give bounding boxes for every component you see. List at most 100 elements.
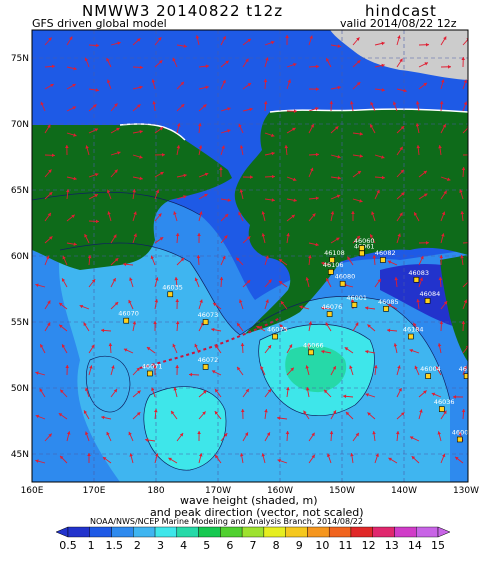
direction-arrowhead [311,432,315,437]
legend-label: 6 [226,539,233,552]
direction-arrowhead [239,189,244,193]
direction-arrowhead [401,192,405,196]
direction-arrowhead [113,234,117,239]
lon-label: 170E [83,486,106,496]
valid-time: valid 2014/08/22 12z [340,17,457,30]
buoy-label: 46108 [324,249,345,257]
direction-arrowhead [113,389,118,393]
direction-arrowhead [66,431,71,435]
direction-arrowhead [240,409,245,413]
direction-arrowhead [106,189,111,194]
legend-swatch [307,526,330,538]
direction-arrowhead [271,174,275,179]
lon-label: 160W [267,486,293,496]
direction-arrowhead [359,199,363,203]
direction-arrowhead [400,126,405,130]
direction-arrowhead [139,65,143,70]
direction-arrowhead [65,365,70,369]
direction-arrowhead [73,133,77,137]
direction-arrowhead [198,453,203,457]
direction-arrowhead [419,277,423,281]
direction-arrowhead [308,255,312,259]
buoy-marker [463,373,468,379]
direction-arrowhead [205,85,209,90]
direction-arrowhead [236,257,240,262]
buoy-label: 46005 [452,428,473,436]
direction-arrowhead [146,347,151,351]
direction-arrowhead [279,324,283,328]
direction-arrowhead [237,366,241,371]
direction-arrowhead [48,37,52,41]
direction-arrowhead [315,64,319,69]
direction-arrowhead [123,262,127,267]
direction-arrowhead [197,233,201,237]
buoy-label: 46070 [118,310,139,318]
direction-arrowhead [173,211,177,215]
direction-arrowhead [401,412,405,416]
direction-arrowhead [194,343,198,348]
direction-arrowhead [277,459,281,463]
direction-arrowhead [397,233,401,237]
direction-arrowhead [158,37,162,41]
direction-arrowhead [72,84,76,88]
direction-arrowhead [40,344,44,348]
buoy-label: 46085 [378,298,399,306]
direction-arrowhead [47,212,51,217]
legend-swatch [394,526,417,538]
direction-arrowhead [370,234,374,238]
direction-arrowhead [311,454,315,459]
direction-arrowhead [176,145,181,149]
run-mode: hindcast [365,2,437,20]
direction-arrowhead [387,260,392,264]
direction-arrowhead [160,171,164,176]
direction-arrowhead [326,278,330,282]
direction-arrowhead [249,175,253,179]
direction-arrowhead [35,371,39,375]
direction-arrowhead [204,172,209,177]
direction-arrowhead [315,87,319,91]
direction-arrowhead [336,194,341,198]
direction-arrowhead [212,370,216,374]
direction-arrowhead [337,176,341,180]
direction-arrowhead [344,347,349,351]
direction-arrowhead [73,66,77,71]
direction-arrowhead [47,322,51,326]
direction-arrowhead [211,327,215,332]
direction-arrowhead [159,127,164,131]
direction-arrowhead [128,431,132,436]
direction-arrowhead [411,456,416,460]
graticule [32,30,468,482]
direction-arrowhead [50,84,54,88]
direction-arrowhead [290,367,294,372]
buoy-marker [147,370,153,377]
direction-arrowhead [394,277,398,281]
direction-arrowhead [377,278,381,283]
direction-arrowhead [367,412,371,416]
direction-arrowhead [355,322,359,326]
direction-arrowhead [199,299,203,303]
legend-label: 5 [203,539,210,552]
buoy-marker [202,319,209,325]
direction-arrowhead [129,277,133,281]
direction-arrowhead [460,211,465,215]
legend-swatch [241,526,265,538]
direction-arrowhead [93,104,97,108]
direction-arrowhead [349,101,354,105]
legend-swatch [133,526,156,538]
direction-arrowhead [215,344,219,349]
buoy-label: 46071 [142,362,163,370]
direction-arrowhead [62,255,66,260]
direction-arrowhead [219,277,224,281]
direction-arrowhead [73,176,77,181]
direction-arrowhead [285,35,289,39]
direction-arrowhead [347,256,351,261]
direction-arrowhead [310,124,314,128]
direction-arrowhead [463,101,468,106]
direction-arrowhead [246,236,251,240]
direction-arrowhead [198,123,202,127]
buoy-label: 46035 [162,283,183,291]
direction-arrowhead [106,431,110,436]
direction-arrowhead [66,189,70,193]
direction-arrowhead [265,255,269,259]
direction-arrowhead [183,44,187,48]
